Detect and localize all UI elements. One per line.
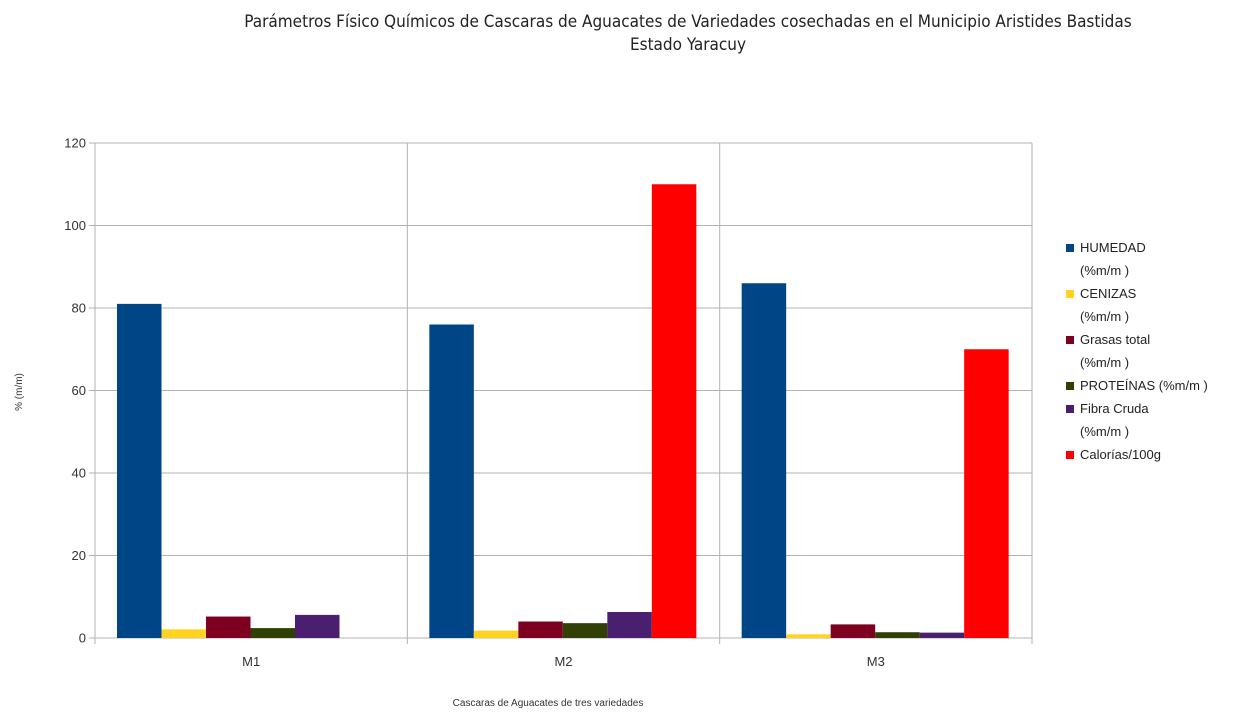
bar-m3-series-1 bbox=[741, 283, 787, 638]
legend-swatch bbox=[1066, 290, 1074, 298]
bar-m1-series-3 bbox=[206, 616, 251, 638]
legend-label: (%m/m ) bbox=[1080, 263, 1129, 278]
x-tick-label: M2 bbox=[554, 654, 572, 669]
axes: 0 20 40 60 80 100 120 M1 M2 M3 bbox=[64, 136, 885, 670]
legend-swatch bbox=[1066, 244, 1074, 252]
bar-m1-series-4 bbox=[250, 628, 295, 638]
bar-m2-series-3 bbox=[518, 621, 563, 638]
bars bbox=[117, 184, 1009, 638]
bar-m3-series-2 bbox=[786, 634, 831, 638]
bar-m1-series-2 bbox=[161, 629, 206, 638]
bar-m2-series-5 bbox=[607, 612, 652, 638]
legend-item: Grasas total (%m/m ) bbox=[1066, 332, 1150, 370]
chart-title-line-2: Estado Yaracuy bbox=[630, 35, 746, 55]
legend-label: Calorías/100g bbox=[1080, 447, 1161, 462]
y-tick-label: 20 bbox=[72, 548, 86, 563]
bar-m2-series-2 bbox=[473, 630, 519, 638]
bar-m1-series-5 bbox=[295, 614, 340, 638]
legend-item: PROTEÍNAS (%m/m ) bbox=[1066, 378, 1208, 393]
legend-item: Calorías/100g bbox=[1066, 447, 1161, 462]
legend-label: (%m/m ) bbox=[1080, 355, 1129, 370]
legend-swatch bbox=[1066, 336, 1074, 344]
legend: HUMEDAD(%m/m )CENIZAS(%m/m )Grasas total… bbox=[1066, 240, 1208, 462]
legend-item: HUMEDAD (%m/m ) bbox=[1066, 240, 1146, 278]
legend-item: Fibra Cruda (%m/m ) bbox=[1066, 401, 1149, 439]
legend-item: CENIZAS (%m/m ) bbox=[1066, 286, 1137, 324]
y-axis-title: % (m/m) bbox=[14, 373, 25, 411]
legend-label: HUMEDAD bbox=[1080, 240, 1146, 255]
legend-label: (%m/m ) bbox=[1080, 424, 1129, 439]
y-tick-label: 120 bbox=[64, 136, 86, 151]
legend-label: CENIZAS bbox=[1080, 286, 1137, 301]
chart-title-line-1: Parámetros Físico Químicos de Cascaras d… bbox=[244, 12, 1131, 32]
bar-m3-series-6 bbox=[964, 349, 1009, 638]
bar-m2-series-1 bbox=[429, 324, 474, 638]
legend-label: PROTEÍNAS (%m/m ) bbox=[1080, 378, 1208, 393]
legend-swatch bbox=[1066, 405, 1074, 413]
bar-m1-series-1 bbox=[117, 303, 162, 638]
y-tick-label: 80 bbox=[72, 301, 86, 316]
legend-label: Grasas total bbox=[1080, 332, 1150, 347]
x-axis-title: Cascaras de Aguacates de tres variedades bbox=[453, 698, 644, 709]
y-tick-label: 40 bbox=[72, 466, 86, 481]
bar-m3-series-3 bbox=[830, 624, 876, 638]
legend-label: (%m/m ) bbox=[1080, 309, 1129, 324]
x-tick-label: M3 bbox=[867, 654, 885, 669]
bar-m2-series-6 bbox=[651, 184, 697, 638]
legend-swatch bbox=[1066, 382, 1074, 390]
y-tick-label: 60 bbox=[72, 383, 86, 398]
bar-m3-series-4 bbox=[875, 632, 920, 638]
legend-label: Fibra Cruda bbox=[1080, 401, 1149, 416]
y-tick-label: 0 bbox=[79, 631, 86, 646]
legend-swatch bbox=[1066, 451, 1074, 459]
gridlines bbox=[94, 142, 1033, 644]
bar-m2-series-4 bbox=[562, 623, 608, 638]
x-tick-label: M1 bbox=[242, 654, 260, 669]
bar-m3-series-5 bbox=[919, 632, 965, 638]
y-tick-label: 100 bbox=[64, 218, 86, 233]
